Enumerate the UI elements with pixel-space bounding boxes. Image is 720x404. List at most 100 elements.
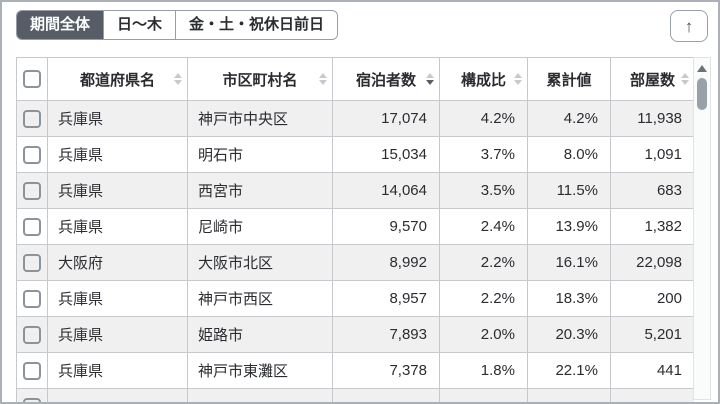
tab-period-2[interactable]: 金・土・祝休日前日 [175, 11, 338, 39]
cell-prefecture: 大阪府 [47, 244, 188, 281]
cell-empty [527, 388, 611, 402]
sort-down-icon [681, 80, 689, 85]
sort-up-icon [426, 73, 434, 78]
cell-city: 明石市 [187, 136, 333, 173]
column-header-prefecture[interactable]: 都道府県名 [47, 57, 188, 101]
cell-prefecture: 兵庫県 [47, 136, 188, 173]
table-row-partial [16, 388, 694, 402]
cell-cumulative: 4.2% [527, 100, 611, 137]
cell-empty [47, 388, 188, 402]
sort-icon[interactable] [174, 73, 182, 85]
cell-ratio: 2.2% [439, 244, 528, 281]
column-header-cumulative: 累計値 [527, 57, 611, 101]
select-all-checkbox[interactable] [23, 70, 41, 89]
tab-period-0[interactable]: 期間全体 [17, 11, 104, 39]
cell-empty [332, 388, 440, 402]
cell-city: 神戸市中央区 [187, 100, 333, 137]
cell-ratio: 2.4% [439, 208, 528, 245]
tab-period-1[interactable]: 日〜木 [103, 11, 176, 39]
cell-ratio: 4.2% [439, 100, 528, 137]
scrollbar-thumb[interactable] [697, 78, 707, 110]
sort-icon[interactable] [514, 73, 522, 85]
cell-city: 神戸市東灘区 [187, 352, 333, 389]
row-checkbox[interactable] [23, 253, 41, 272]
cell-city: 姫路市 [187, 316, 333, 353]
cell-city: 尼崎市 [187, 208, 333, 245]
cell-city: 西宮市 [187, 172, 333, 209]
table-row: 兵庫県 神戸市東灘区 7,378 1.8% 22.1% 441 [16, 352, 694, 389]
cell-empty [610, 388, 694, 402]
column-label: 市区町村名 [222, 71, 298, 89]
cell-city: 大阪市北区 [187, 244, 333, 281]
cell-prefecture: 兵庫県 [47, 208, 188, 245]
cell-prefecture: 兵庫県 [47, 352, 188, 389]
row-checkbox[interactable] [23, 181, 41, 200]
column-label: 構成比 [460, 71, 506, 89]
sort-down-icon [426, 80, 434, 85]
sort-up-icon [681, 73, 689, 78]
checkbox-cell [16, 136, 48, 173]
sort-icon[interactable] [319, 73, 327, 85]
cell-rooms: 1,382 [610, 208, 694, 245]
sort-icon[interactable] [426, 73, 434, 85]
column-header-city[interactable]: 市区町村名 [187, 57, 333, 101]
row-checkbox[interactable] [23, 361, 41, 380]
table-row: 兵庫県 明石市 15,034 3.7% 8.0% 1,091 [16, 136, 694, 173]
cell-prefecture: 兵庫県 [47, 316, 188, 353]
table-body: 兵庫県 神戸市中央区 17,074 4.2% 4.2% 11,938 兵庫県 明石市 15,03… [16, 100, 694, 402]
row-checkbox[interactable] [23, 289, 41, 308]
cell-ratio: 2.2% [439, 280, 528, 317]
cell-guests: 7,378 [332, 352, 440, 389]
row-checkbox[interactable] [23, 109, 41, 128]
sort-down-icon [174, 80, 182, 85]
column-label: 宿泊者数 [355, 71, 416, 89]
cell-cumulative: 18.3% [527, 280, 611, 317]
table-row: 兵庫県 西宮市 14,064 3.5% 11.5% 683 [16, 172, 694, 209]
scroll-top-button[interactable]: ↑ [670, 10, 708, 42]
row-checkbox[interactable] [23, 325, 41, 344]
cell-city: 神戸市西区 [187, 280, 333, 317]
cell-rooms: 200 [610, 280, 694, 317]
checkbox-cell [16, 172, 48, 209]
cell-rooms: 11,938 [610, 100, 694, 137]
cell-guests: 8,957 [332, 280, 440, 317]
table-header-row: 都道府県名 市区町村名 宿泊者数 構成比 累計値 部屋数 [16, 57, 694, 101]
table-row: 大阪府 大阪市北区 8,992 2.2% 16.1% 22,098 [16, 244, 694, 281]
table-row: 兵庫県 神戸市中央区 17,074 4.2% 4.2% 11,938 [16, 100, 694, 137]
scrollbar-up-arrow-icon[interactable] [697, 65, 707, 72]
column-header-guests[interactable]: 宿泊者数 [332, 57, 440, 101]
cell-prefecture: 兵庫県 [47, 280, 188, 317]
vertical-scrollbar[interactable] [693, 57, 711, 400]
row-checkbox[interactable] [23, 145, 41, 164]
cell-guests: 15,034 [332, 136, 440, 173]
checkbox-cell [16, 280, 48, 317]
arrow-up-icon: ↑ [684, 16, 694, 36]
cell-ratio: 2.0% [439, 316, 528, 353]
checkbox-cell [16, 208, 48, 245]
sort-down-icon [514, 80, 522, 85]
cell-cumulative: 20.3% [527, 316, 611, 353]
column-header-ratio[interactable]: 構成比 [439, 57, 528, 101]
row-checkbox[interactable] [23, 397, 41, 402]
checkbox-cell [16, 352, 48, 389]
cell-guests: 9,570 [332, 208, 440, 245]
column-header-rooms[interactable]: 部屋数 [610, 57, 694, 101]
cell-guests: 17,074 [332, 100, 440, 137]
cell-cumulative: 22.1% [527, 352, 611, 389]
cell-ratio: 3.5% [439, 172, 528, 209]
sort-up-icon [514, 73, 522, 78]
row-checkbox[interactable] [23, 217, 41, 236]
cell-guests: 7,893 [332, 316, 440, 353]
cell-rooms: 5,201 [610, 316, 694, 353]
checkbox-cell [16, 316, 48, 353]
period-tab-group: 期間全体 日〜木 金・土・祝休日前日 [16, 10, 339, 40]
sort-up-icon [319, 73, 327, 78]
cell-rooms: 441 [610, 352, 694, 389]
sort-icon[interactable] [681, 73, 689, 85]
lodging-table: 都道府県名 市区町村名 宿泊者数 構成比 累計値 部屋数 兵庫県 神戸市中央区 17,074 4… [16, 57, 694, 402]
cell-cumulative: 8.0% [527, 136, 611, 173]
column-header-checkbox [16, 57, 48, 101]
sort-up-icon [174, 73, 182, 78]
cell-cumulative: 16.1% [527, 244, 611, 281]
